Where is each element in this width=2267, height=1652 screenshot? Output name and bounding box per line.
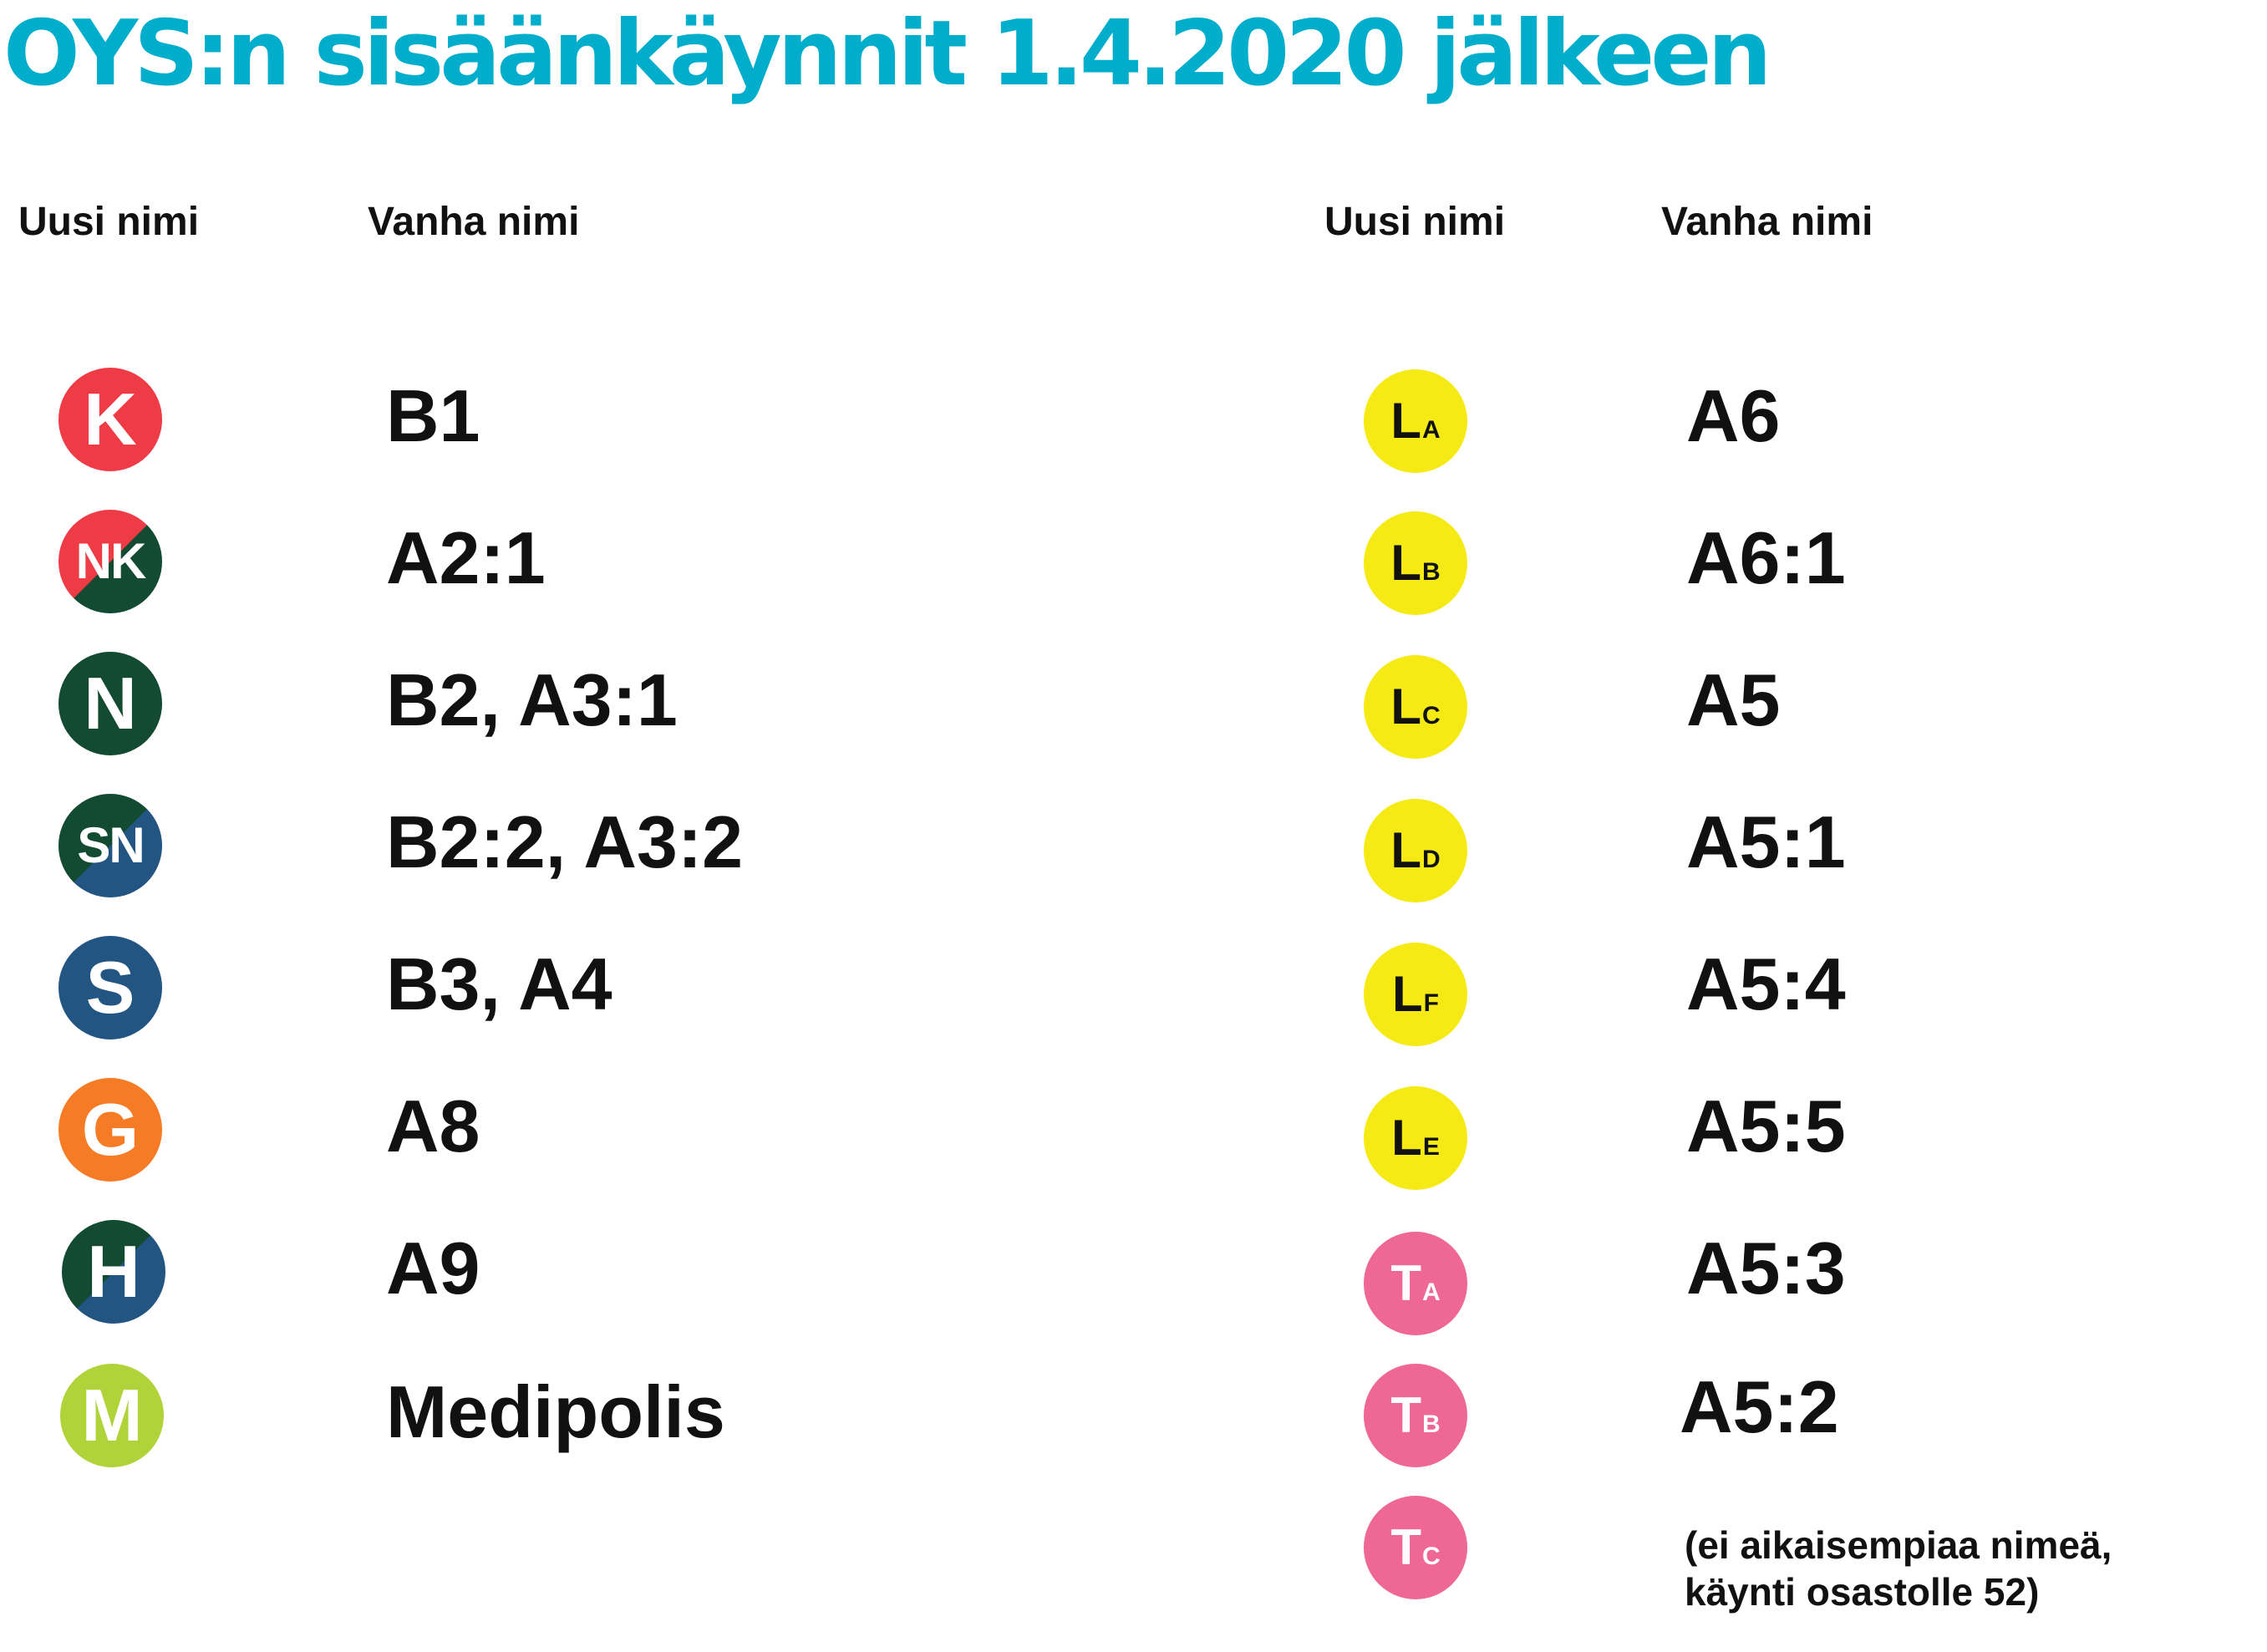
badge-label: K [84,378,137,460]
right-header-new-name: Uusi nimi [1324,200,1506,244]
old-name-value: B2, A3:1 [386,658,678,741]
entrance-badge-g: G [58,1078,162,1182]
old-name-value: A5:3 [1686,1227,1846,1309]
note-line-1: (ei aikaisempiaa nimeä, [1685,1523,2112,1567]
right-header-old-name: Vanha nimi [1661,200,1873,244]
badge-label: L [1390,822,1421,878]
badge-suffix: D [1421,846,1441,873]
badge-suffix: B [1421,558,1441,586]
badge-suffix: B [1421,1411,1441,1438]
badge-label: L [1390,535,1421,591]
old-name-value: A6:1 [1686,516,1846,599]
old-name-value: A9 [386,1227,480,1309]
old-name-value: A5 [1686,658,1781,741]
old-name-value: A5:5 [1686,1085,1846,1167]
badge-label: T [1390,1519,1421,1575]
old-name-value: A5:1 [1686,801,1846,883]
badge-label: L [1390,393,1421,449]
old-name-value: A6 [1686,374,1781,457]
entrance-badge-sn: SN [58,794,162,897]
badge-label: M [81,1374,143,1456]
badge-label: T [1390,1255,1421,1311]
old-name-value: B2:2, A3:2 [386,801,744,883]
badge-label: NK [75,533,147,589]
badge-suffix: A [1421,1278,1441,1306]
badge-label: G [81,1088,140,1171]
badge-suffix: C [1421,1543,1441,1570]
badge-label: T [1390,1387,1421,1443]
left-header-new-name: Uusi nimi [18,200,200,244]
note-line-2: käynti osastolle 52) [1685,1570,2040,1614]
old-name-value: B1 [386,374,480,457]
entrance-badge-k: K [58,368,162,471]
old-name-value: A5:2 [1680,1365,1839,1448]
badge-suffix: F [1423,989,1439,1017]
badge-label: SN [77,817,145,873]
old-name-value: A5:4 [1686,943,1846,1025]
left-header-old-name: Vanha nimi [368,200,580,244]
old-name-value: B3, A4 [386,943,612,1025]
badge-label: N [84,662,137,745]
old-name-value: A8 [386,1085,480,1167]
badge-label: H [87,1230,140,1313]
badge-suffix: C [1421,702,1441,729]
badge-label: S [85,946,135,1029]
entrance-badge-m: M [60,1364,164,1467]
entrance-badge-n: N [58,652,162,755]
entrance-badge-h: H [62,1220,165,1324]
page-title: OYS:n sisäänkäynnit 1.4.2020 jälkeen [3,2,1771,106]
entrance-badge-nk: NK [58,510,162,613]
old-name-value: Medipolis [386,1370,725,1453]
badge-label: L [1390,679,1421,735]
old-name-value: A2:1 [386,516,546,599]
badge-label: L [1392,966,1423,1022]
badge-label: L [1391,1110,1422,1166]
entrance-badge-s: S [58,936,162,1039]
badge-suffix: A [1421,416,1441,444]
badge-suffix: E [1422,1133,1440,1161]
